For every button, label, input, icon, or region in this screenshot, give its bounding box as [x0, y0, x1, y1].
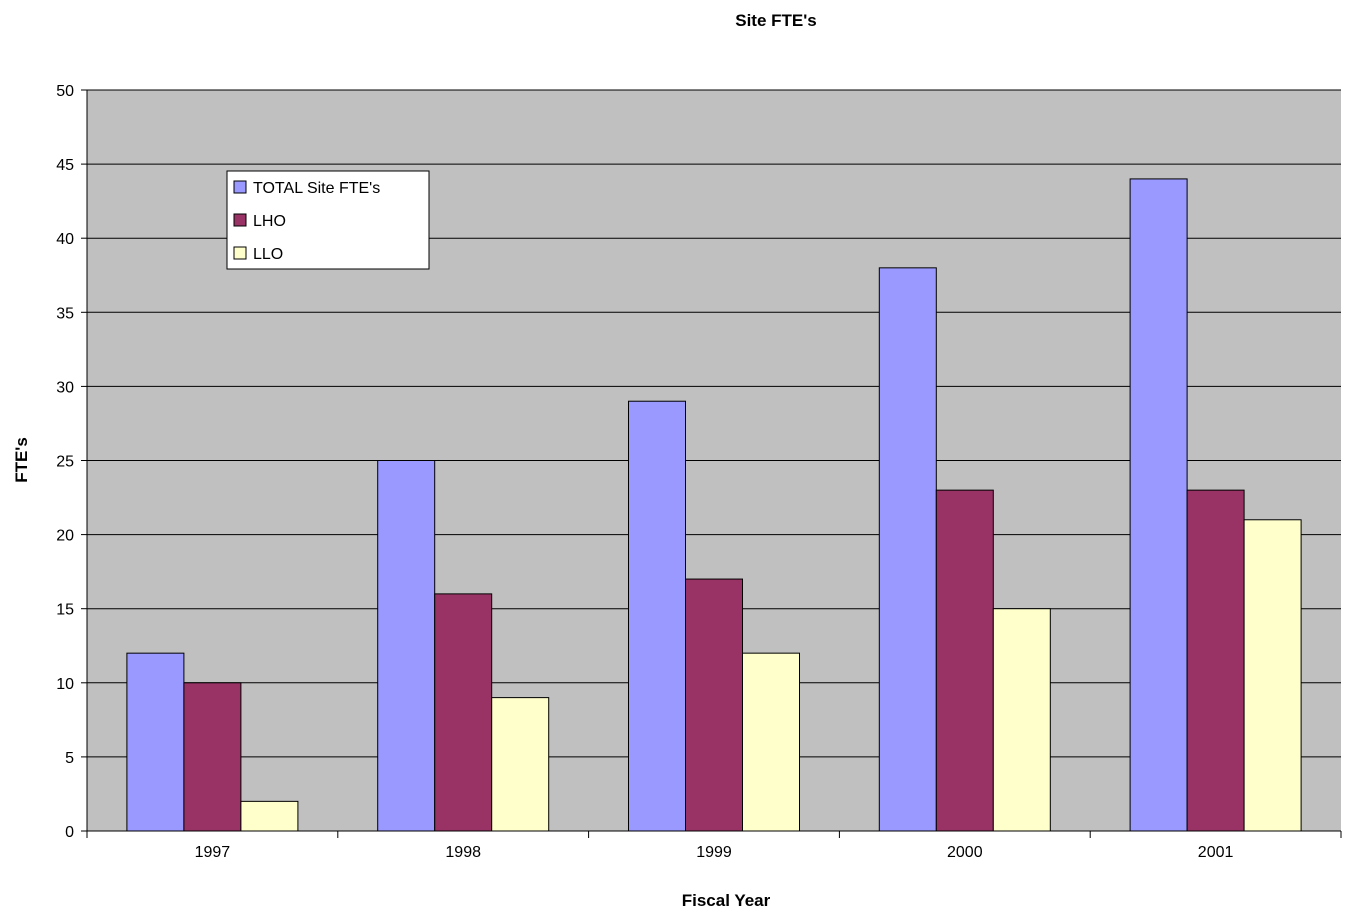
y-tick-label: 40 [56, 231, 74, 248]
bar-llo-1998 [491, 697, 550, 832]
bar-lho-1997 [183, 682, 242, 832]
y-tick-label: 25 [56, 454, 74, 471]
bar-total-site-fte-s-1997 [126, 652, 185, 832]
bar-lho-2000 [935, 489, 994, 832]
legend-label: LHO [253, 213, 286, 230]
legend-swatch [233, 213, 247, 227]
bar-total-site-fte-s-2001 [1129, 178, 1188, 832]
legend: TOTAL Site FTE's LHO LLO [226, 170, 430, 270]
bar-total-site-fte-s-1998 [377, 460, 436, 832]
x-tick-label: 2001 [1198, 844, 1234, 861]
y-tick-label: 10 [56, 676, 74, 693]
axes [81, 89, 1342, 838]
y-tick-label: 20 [56, 528, 74, 545]
legend-label: TOTAL Site FTE's [253, 180, 380, 197]
chart-title: Site FTE's [735, 11, 817, 30]
y-tick-label: 50 [56, 83, 74, 100]
bar-llo-1997 [240, 800, 299, 832]
x-tick-labels: 1997 1998 1999 2000 2001 [195, 844, 1234, 861]
x-tick-label: 1998 [445, 844, 481, 861]
y-tick-label: 5 [65, 750, 74, 767]
legend-label: LLO [253, 246, 283, 263]
y-tick-label: 45 [56, 157, 74, 174]
x-tick-label: 2000 [947, 844, 983, 861]
bar-llo-1999 [742, 652, 800, 832]
legend-swatch [233, 180, 247, 194]
legend-box [226, 170, 430, 270]
y-tick-labels: 0 5 10 15 20 25 30 35 40 45 50 [56, 83, 74, 841]
bar-lho-2001 [1186, 489, 1245, 832]
y-axis-title: FTE's [12, 437, 31, 483]
y-tick-label: 0 [65, 824, 74, 841]
bar-total-site-fte-s-2000 [878, 267, 937, 832]
y-tick-label: 30 [56, 379, 74, 396]
bar-llo-2001 [1243, 519, 1302, 832]
x-tick-label: 1997 [195, 844, 231, 861]
bars [126, 178, 1302, 832]
x-axis-title: Fiscal Year [682, 891, 771, 910]
x-tick-label: 1999 [696, 844, 732, 861]
legend-swatch [233, 246, 247, 260]
bar-total-site-fte-s-1999 [628, 400, 686, 832]
bar-lho-1999 [685, 578, 743, 832]
bar-llo-2000 [992, 608, 1051, 832]
y-tick-label: 35 [56, 305, 74, 322]
bar-lho-1998 [434, 593, 493, 832]
y-tick-label: 15 [56, 602, 74, 619]
